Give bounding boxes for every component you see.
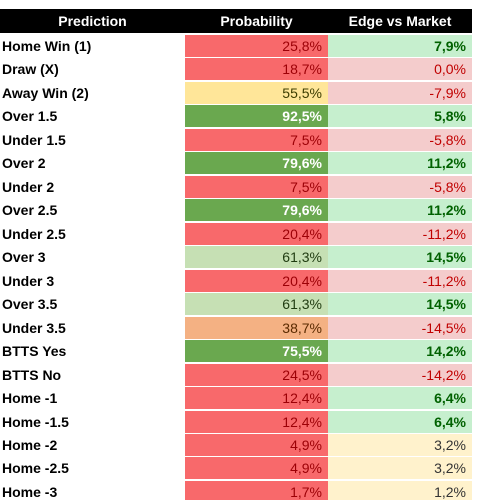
edge-cell: 7,9% [328,35,472,58]
prediction-cell: Under 3 [0,270,185,293]
probability-cell: 4,9% [185,457,328,481]
prediction-cell: Over 1.5 [0,105,185,129]
probability-cell: 61,3% [185,293,328,317]
probability-cell: 12,4% [185,387,328,411]
edge-cell: 6,4% [328,410,472,434]
prediction-cell: BTTS Yes [0,340,185,364]
probability-cell: 12,4% [185,410,328,434]
prediction-cell: Over 3 [0,246,185,270]
edge-cell: -11,2% [328,222,472,246]
table-row: Home -3 1,7% 1,2% [0,480,472,500]
table-row: Over 2 79,6% 11,2% [0,152,472,176]
probability-cell: 79,6% [185,152,328,176]
probability-cell: 18,7% [185,58,328,82]
table-row: Under 2.5 20,4% -11,2% [0,222,472,246]
table-row: BTTS Yes 75,5% 14,2% [0,340,472,364]
header-cell: Probability [220,13,293,29]
table-row: Under 3.5 38,7% -14,5% [0,316,472,340]
edge-cell: 11,2% [328,199,472,223]
table-row: Away Win (2) 55,5% -7,9% [0,81,472,105]
prediction-cell: Under 1.5 [0,129,185,152]
header-cell: Edge vs Market [348,13,452,29]
probability-cell: 25,8% [185,35,328,58]
table-row: Home -2.5 4,9% 3,2% [0,457,472,481]
edge-cell: 6,4% [328,387,472,411]
edge-cell: -5,8% [328,128,472,152]
header-cell: Prediction [58,13,127,29]
table-row: Under 3 20,4% -11,2% [0,269,472,293]
probability-cell: 79,6% [185,199,328,223]
prediction-cell: Over 2.5 [0,199,185,223]
edge-cell: -5,8% [328,175,472,199]
table-row: Over 3.5 61,3% 14,5% [0,293,472,317]
probability-cell: 20,4% [185,269,328,293]
probability-cell: 24,5% [185,363,328,387]
probability-cell: 4,9% [185,433,328,457]
edge-cell: -11,2% [328,269,472,293]
edge-cell: -7,9% [328,81,472,105]
prediction-cell: Home -1 [0,387,185,411]
edge-cell: 11,2% [328,152,472,176]
edge-cell: 3,2% [328,433,472,457]
prediction-cell: Home Win (1) [0,35,185,58]
table-row: Home -2 4,9% 3,2% [0,433,472,457]
edge-cell: -14,5% [328,316,472,340]
prediction-cell: Under 3.5 [0,317,185,340]
edge-cell: 14,2% [328,340,472,364]
probability-cell: 38,7% [185,316,328,340]
table-row: Draw (X) 18,7% 0,0% [0,58,472,82]
table-row: Home -1 12,4% 6,4% [0,387,472,411]
edge-cell: -14,2% [328,363,472,387]
probability-cell: 92,5% [185,105,328,129]
prediction-cell: Under 2 [0,176,185,199]
table-row: Over 2.5 79,6% 11,2% [0,199,472,223]
table-row: Over 1.5 92,5% 5,8% [0,105,472,129]
probability-cell: 61,3% [185,246,328,270]
probability-cell: 20,4% [185,222,328,246]
probability-cell: 7,5% [185,175,328,199]
edge-cell: 3,2% [328,457,472,481]
prediction-cell: Home -2.5 [0,457,185,481]
probability-cell: 1,7% [185,480,328,500]
prediction-cell: BTTS No [0,364,185,387]
prediction-cell: Over 2 [0,152,185,176]
probability-cell: 55,5% [185,81,328,105]
table-row: Home Win (1) 25,8% 7,9% [0,35,472,58]
prediction-cell: Home -1.5 [0,411,185,434]
prediction-cell: Home -2 [0,434,185,457]
prediction-cell: Home -3 [0,481,185,500]
table-row: BTTS No 24,5% -14,2% [0,363,472,387]
edge-cell: 14,5% [328,293,472,317]
edge-cell: 0,0% [328,58,472,82]
prediction-cell: Away Win (2) [0,82,185,105]
probability-cell: 75,5% [185,340,328,364]
edge-cell: 5,8% [328,105,472,129]
table-row: Over 3 61,3% 14,5% [0,246,472,270]
prediction-cell: Draw (X) [0,58,185,82]
header-row: Prediction Probability Edge vs Market [0,9,472,33]
table-row: Home -1.5 12,4% 6,4% [0,410,472,434]
prediction-cell: Over 3.5 [0,293,185,317]
table-row: Under 1.5 7,5% -5,8% [0,128,472,152]
edge-cell: 1,2% [328,480,472,500]
prediction-cell: Under 2.5 [0,223,185,246]
edge-cell: 14,5% [328,246,472,270]
table-row: Under 2 7,5% -5,8% [0,175,472,199]
probability-cell: 7,5% [185,128,328,152]
